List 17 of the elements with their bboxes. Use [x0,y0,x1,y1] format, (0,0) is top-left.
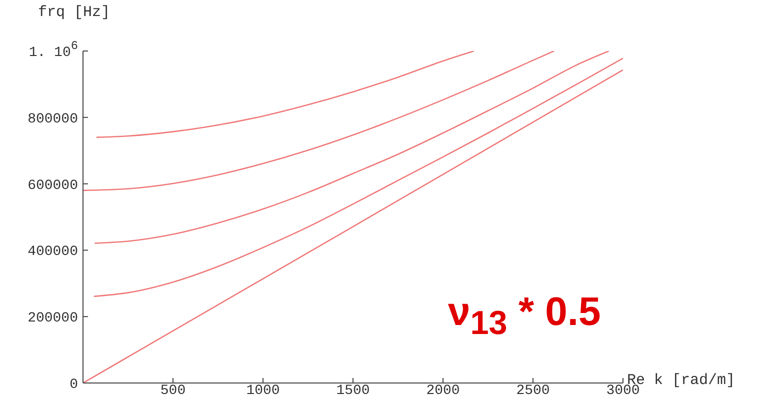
y-tick-label: 600000 [28,178,78,194]
y-tick-label: 200000 [28,310,78,327]
line-series [94,51,610,244]
annotation: ν$_{13}$ * 0.5 [448,290,601,343]
y-tick-label: 1. 10$^{6}$ [28,39,78,61]
line-series [96,51,475,138]
y-tick-label: 400000 [28,244,78,260]
line-series [83,51,555,192]
x-tick-label: 2500 [516,383,550,399]
y-axis-title: frq [Hz] [38,4,110,21]
y-tick-label: 800000 [28,111,78,128]
y-tick-label: 0 [70,377,78,393]
x-tick-label: 2000 [426,383,460,399]
x-tick-label: 500 [160,383,186,399]
x-tick-label: 1500 [336,383,370,399]
line-series [93,58,623,297]
x-tick-label: 1000 [246,383,280,399]
